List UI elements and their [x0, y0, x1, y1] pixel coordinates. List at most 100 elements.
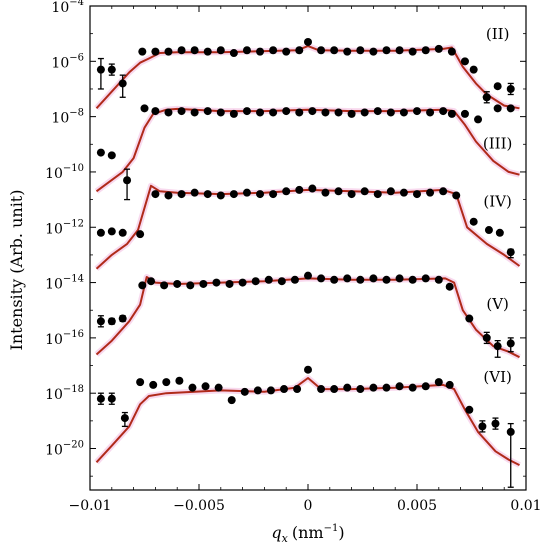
plot-frame — [90, 6, 526, 490]
data-point — [465, 406, 473, 414]
y-tick-label: 10−16 — [45, 329, 84, 348]
data-point — [369, 48, 377, 56]
data-point — [343, 274, 351, 282]
data-point — [507, 428, 515, 436]
data-point — [162, 378, 170, 386]
data-point — [191, 108, 199, 116]
data-point — [175, 377, 183, 385]
data-point — [374, 190, 382, 198]
data-point — [136, 378, 144, 386]
x-axis-title-unit-close: ) — [338, 523, 344, 542]
data-point — [304, 366, 312, 374]
data-point — [343, 48, 351, 56]
data-point — [465, 315, 473, 323]
data-point — [507, 85, 515, 93]
data-point — [204, 48, 212, 56]
data-point — [335, 108, 343, 116]
data-point — [356, 385, 364, 393]
data-point — [239, 279, 247, 287]
data-point — [422, 274, 430, 282]
data-point — [278, 277, 286, 285]
data-point — [269, 46, 277, 54]
data-point — [304, 38, 312, 46]
data-point — [191, 189, 199, 197]
y-tick-label: 10−6 — [51, 52, 84, 71]
data-point — [494, 342, 502, 350]
data-point — [317, 385, 325, 393]
data-point — [461, 57, 469, 65]
data-point — [241, 388, 249, 396]
data-point — [188, 384, 196, 392]
data-point — [108, 66, 116, 74]
data-point — [422, 46, 430, 54]
data-point — [330, 276, 338, 284]
data-point — [265, 276, 273, 284]
data-point — [485, 226, 493, 234]
data-point — [108, 317, 116, 325]
data-point — [330, 46, 338, 54]
x-axis-title-subscript: x — [282, 532, 289, 545]
data-point — [382, 276, 390, 284]
data-point — [470, 218, 478, 226]
y-tick-label: 10−20 — [45, 440, 84, 459]
data-point — [435, 378, 443, 386]
data-point — [186, 281, 194, 289]
data-point — [256, 48, 264, 56]
data-point — [496, 229, 504, 237]
data-point — [178, 107, 186, 115]
y-tick-label: 10−4 — [51, 0, 84, 16]
data-point — [409, 384, 417, 392]
data-point — [446, 381, 454, 389]
data-point — [330, 385, 338, 393]
data-point — [151, 107, 159, 115]
fit-line — [97, 277, 520, 357]
data-point — [422, 382, 430, 390]
data-point — [291, 276, 299, 284]
data-point — [321, 189, 329, 197]
data-point — [269, 108, 277, 116]
data-point — [439, 187, 447, 195]
data-point — [243, 107, 251, 115]
data-point — [256, 190, 264, 198]
data-point — [295, 186, 303, 194]
data-point — [282, 187, 290, 195]
y-tick-label: 10−10 — [45, 163, 84, 182]
data-point — [446, 283, 454, 291]
y-tick-label: 10−8 — [51, 108, 84, 127]
x-tick-label: 0 — [304, 498, 313, 514]
data-point — [426, 108, 434, 116]
x-tick-label: 0.01 — [510, 498, 541, 514]
data-point — [413, 107, 421, 115]
panel-label: (VI) — [483, 368, 511, 386]
data-point — [335, 187, 343, 195]
panel-label: (IV) — [483, 193, 511, 211]
data-point — [369, 384, 377, 392]
data-point — [228, 396, 236, 404]
data-point — [452, 191, 460, 199]
data-point — [226, 280, 234, 288]
data-point — [119, 315, 127, 323]
data-point — [136, 230, 144, 238]
data-point — [483, 334, 491, 342]
data-point — [507, 339, 515, 347]
data-points — [97, 38, 515, 487]
y-tick-label: 10−12 — [45, 218, 84, 237]
data-point — [191, 46, 199, 54]
data-point — [470, 66, 478, 74]
data-point — [108, 395, 116, 403]
data-point — [123, 176, 131, 184]
data-point — [230, 190, 238, 198]
data-point — [97, 229, 105, 237]
data-point — [295, 46, 303, 54]
data-point — [97, 395, 105, 403]
data-point — [382, 46, 390, 54]
data-point — [119, 79, 127, 87]
data-point — [304, 272, 312, 280]
data-point — [317, 46, 325, 54]
data-point — [317, 274, 325, 282]
x-tick-label: −0.01 — [69, 498, 112, 514]
data-point — [230, 110, 238, 118]
data-point — [256, 108, 264, 116]
data-point — [321, 108, 329, 116]
